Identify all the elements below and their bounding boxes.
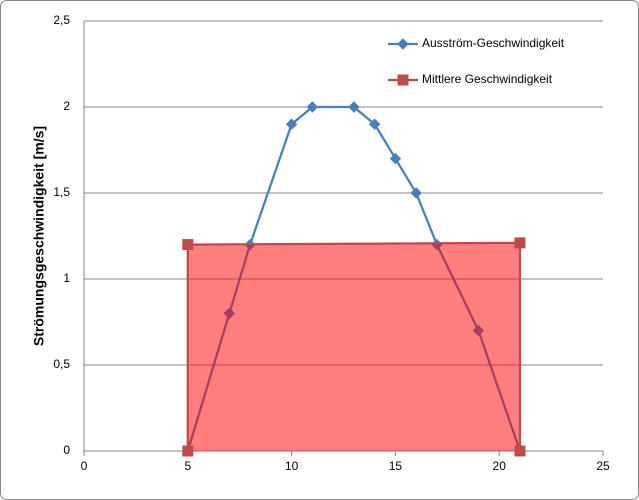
x-tick-label: 20 [493,459,507,473]
x-tick-label: 5 [184,459,191,473]
x-tick-label: 10 [285,459,299,473]
point [368,118,381,130]
point [285,118,298,130]
y-tick-label: 1 [63,271,70,285]
legend-marker [397,74,409,86]
legend-label: Mittlere Geschwindigkeit [422,72,553,86]
y-tick-label: 0 [63,443,70,457]
point [182,239,194,251]
x-tick-label: 25 [596,459,610,473]
point [514,445,526,457]
point [410,187,422,199]
point [514,237,526,249]
point [306,101,319,113]
legend-label: Ausström-Geschwindigkeit [422,36,565,50]
legend-marker [397,38,409,50]
y-tick-label: 0,5 [53,357,70,371]
y-axis-label: Strömungsgeschwindigkeit [m/s] [31,126,47,346]
y-tick-label: 1,5 [53,185,70,199]
point [348,101,360,113]
y-tick-label: 2,5 [53,13,70,27]
x-tick-label: 0 [81,459,88,473]
line [186,241,522,451]
point [389,152,402,165]
area [187,242,520,451]
point [182,445,194,457]
x-tick-label: 15 [389,459,403,473]
y-tick-label: 2 [63,99,70,113]
